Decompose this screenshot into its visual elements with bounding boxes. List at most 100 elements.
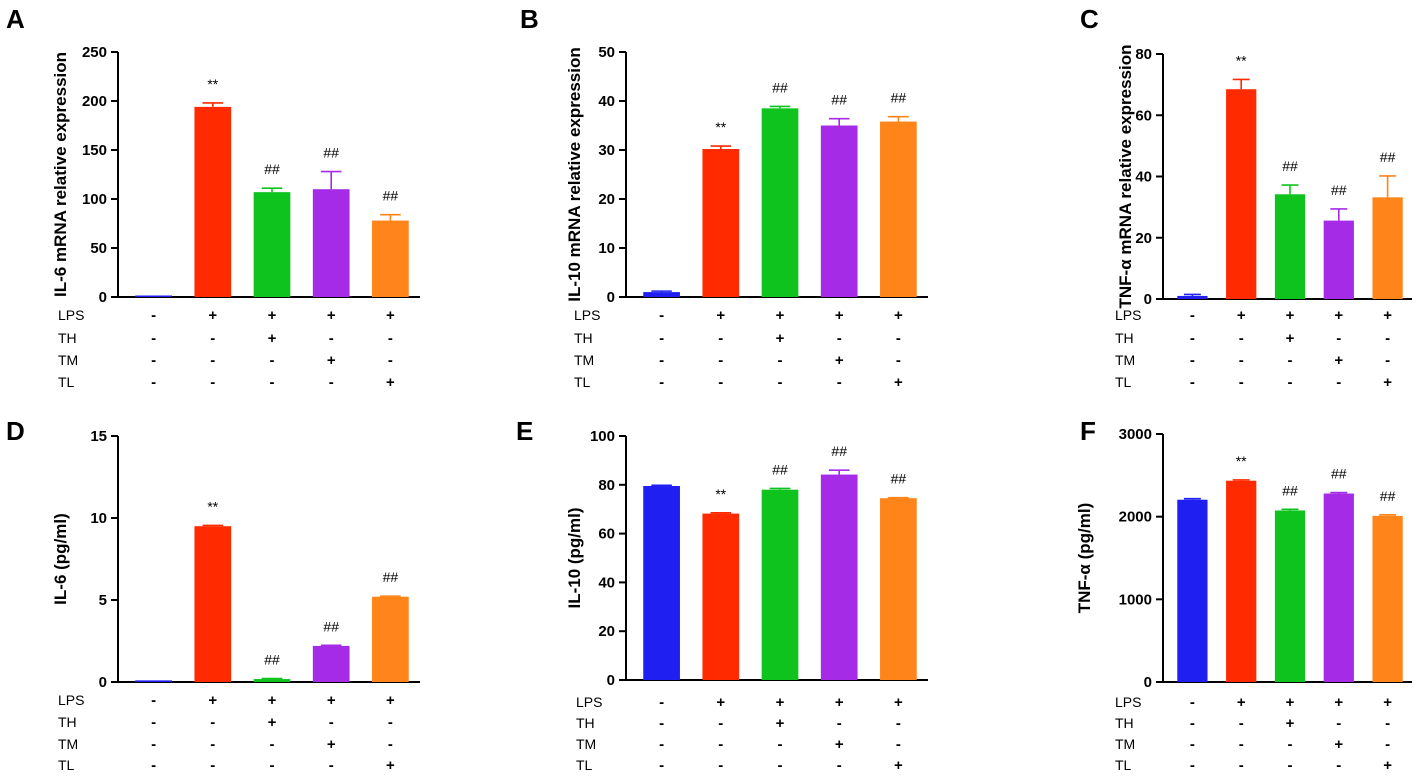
significance-label: ## xyxy=(1380,149,1396,165)
condition-sign: - xyxy=(329,757,334,774)
y-tick-label: 50 xyxy=(90,240,107,257)
condition-sign: + xyxy=(386,307,395,324)
condition-sign: - xyxy=(1385,715,1390,732)
panel-letter: B xyxy=(520,4,539,34)
condition-sign: - xyxy=(1239,330,1244,347)
bar-lps-tm xyxy=(312,645,350,682)
bar-lps-tl xyxy=(1372,515,1403,682)
y-axis-title: IL-10 (pg/ml) xyxy=(565,507,584,608)
condition-label-th: TH xyxy=(1115,330,1134,346)
bar-control xyxy=(135,295,172,297)
bar-lps-tl xyxy=(880,498,917,680)
condition-sign: - xyxy=(151,714,156,731)
condition-sign: + xyxy=(835,736,844,753)
y-tick-label: 250 xyxy=(82,44,107,61)
condition-label-lps: LPS xyxy=(58,307,84,323)
bar-lps-th xyxy=(1274,194,1306,299)
condition-sign: - xyxy=(837,330,842,347)
y-tick-label: 0 xyxy=(607,672,615,689)
y-tick-label: 40 xyxy=(1135,169,1152,186)
condition-sign: - xyxy=(151,692,156,709)
condition-sign: - xyxy=(778,757,783,774)
condition-label-tl: TL xyxy=(576,757,593,773)
panel-letter: F xyxy=(1080,416,1096,446)
condition-sign: - xyxy=(1336,330,1341,347)
condition-sign: + xyxy=(776,307,785,324)
y-tick-label: 0 xyxy=(1144,674,1152,691)
condition-sign: - xyxy=(270,352,275,369)
condition-sign: - xyxy=(659,715,664,732)
y-tick-label: 200 xyxy=(82,93,107,110)
condition-sign: - xyxy=(1190,374,1195,391)
condition-sign: + xyxy=(208,692,217,709)
condition-sign: + xyxy=(268,307,277,324)
significance-label: ** xyxy=(715,119,726,135)
condition-sign: - xyxy=(151,374,156,391)
panel-c: C TNF-α mRNA relative expression 0 20 40 60 80… xyxy=(1080,4,1412,391)
significance-label: ## xyxy=(323,145,339,161)
panel-d: D IL-6 (pg/ml) 0 5 10 15 ** ## ## ## LPS - + + + + TH - - +… xyxy=(6,416,420,774)
panel-e: E IL-10 (pg/ml) 0 20 40 60 80 100 ** ## ## ## LPS - + +… xyxy=(516,416,928,774)
condition-sign: - xyxy=(778,374,783,391)
condition-label-tl: TL xyxy=(58,374,75,390)
condition-label-th: TH xyxy=(58,714,77,730)
condition-sign: - xyxy=(270,374,275,391)
panel-letter: D xyxy=(6,416,25,446)
condition-label-tl: TL xyxy=(1115,374,1132,390)
condition-sign: + xyxy=(1383,757,1392,774)
bar-lps-th xyxy=(1274,510,1306,682)
y-axis-title: TNF-α mRNA relative expression xyxy=(1116,45,1135,309)
bar-control xyxy=(1177,295,1208,299)
y-tick-label: 30 xyxy=(598,142,615,159)
panel-letter: A xyxy=(6,4,25,34)
condition-sign: - xyxy=(210,714,215,731)
condition-sign: - xyxy=(837,374,842,391)
significance-label: ## xyxy=(1331,182,1347,198)
condition-label-tl: TL xyxy=(574,374,591,390)
condition-sign: - xyxy=(388,352,393,369)
y-tick-label: 2000 xyxy=(1119,509,1152,526)
significance-label: ** xyxy=(1236,453,1247,469)
condition-label-tm: TM xyxy=(1115,736,1135,752)
condition-sign: - xyxy=(1190,307,1195,324)
condition-sign: + xyxy=(327,352,336,369)
condition-sign: - xyxy=(210,352,215,369)
condition-sign: - xyxy=(270,757,275,774)
condition-sign: - xyxy=(659,757,664,774)
y-axis-title: IL-6 mRNA relative expression xyxy=(51,52,70,297)
condition-sign: + xyxy=(1383,374,1392,391)
significance-label: ## xyxy=(383,569,399,585)
condition-sign: - xyxy=(1190,330,1195,347)
y-tick-label: 5 xyxy=(99,592,107,609)
condition-label-lps: LPS xyxy=(58,692,84,708)
y-tick-label: 3000 xyxy=(1119,426,1152,443)
condition-sign: - xyxy=(778,352,783,369)
y-tick-label: 0 xyxy=(1144,291,1152,308)
panel-b: B IL-10 mRNA relative expression 0 10 20 30 40… xyxy=(520,4,928,391)
panel-f: F TNF-α (pg/ml) 0 1000 2000 3000 ** ## ## ## LPS - +… xyxy=(1075,416,1412,774)
significance-label: ## xyxy=(264,652,280,668)
significance-label: ## xyxy=(772,461,788,477)
condition-sign: - xyxy=(1288,374,1293,391)
condition-label-lps: LPS xyxy=(1115,694,1141,710)
y-tick-label: 60 xyxy=(598,526,615,543)
y-tick-label: 40 xyxy=(598,574,615,591)
condition-sign: + xyxy=(894,757,903,774)
condition-sign: - xyxy=(1190,736,1195,753)
condition-label-tm: TM xyxy=(574,352,594,368)
significance-label: ## xyxy=(1331,466,1347,482)
panel-letter: C xyxy=(1080,4,1099,34)
condition-sign: + xyxy=(268,692,277,709)
condition-sign: - xyxy=(659,736,664,753)
condition-sign: - xyxy=(210,736,215,753)
y-tick-label: 40 xyxy=(598,93,615,110)
condition-label-th: TH xyxy=(574,330,593,346)
y-tick-label: 1000 xyxy=(1119,591,1152,608)
bar-lps-th xyxy=(761,108,799,297)
condition-label-tm: TM xyxy=(1115,352,1135,368)
condition-sign: + xyxy=(1237,694,1246,711)
condition-sign: - xyxy=(210,374,215,391)
condition-sign: - xyxy=(1336,757,1341,774)
significance-label: ## xyxy=(891,471,907,487)
